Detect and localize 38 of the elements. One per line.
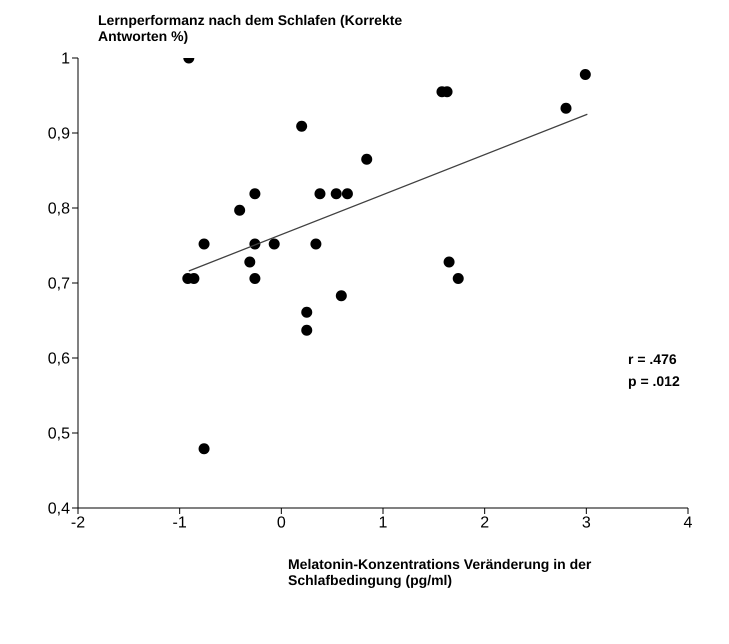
point — [244, 256, 256, 268]
y-tick-label: 0,4 — [48, 500, 70, 518]
x-tick-label: 2 — [480, 514, 490, 532]
point — [249, 273, 260, 284]
point — [330, 188, 342, 200]
x-tick-label: -1 — [172, 514, 187, 532]
y-tick-label: 0,7 — [48, 276, 70, 293]
annotation: p = .012 — [628, 372, 680, 391]
y-tick-label: 0,9 — [48, 126, 70, 143]
x-tick-label: 1 — [378, 514, 388, 532]
annotation: r = .476 — [628, 350, 678, 369]
x-tick-label: 4 — [684, 514, 693, 532]
point — [336, 290, 347, 302]
y-tick-label: 0,6 — [48, 350, 70, 368]
y-tick-label: 0,5 — [48, 426, 70, 443]
point — [198, 238, 210, 250]
point — [444, 256, 455, 268]
point — [452, 273, 464, 284]
point — [234, 204, 246, 216]
y-axis-title: Lernperformanz nach dem Schlafen (Korrekte Antworten %) — [98, 12, 404, 44]
point — [342, 188, 353, 200]
x-tick-label: -2 — [70, 514, 86, 532]
point — [314, 188, 326, 200]
point — [310, 238, 322, 250]
y-tick-label: 1 — [61, 50, 70, 68]
point — [301, 324, 312, 336]
point — [198, 443, 210, 454]
point — [296, 120, 308, 132]
point — [361, 154, 372, 165]
x-axis-title: Melatonin-Konzentrations Veränderung in der Schlafbedingung (pg/ml) — [288, 556, 592, 588]
point — [249, 188, 260, 200]
point — [560, 102, 572, 114]
y-tick-label: 0,8 — [48, 200, 70, 218]
point — [268, 238, 280, 250]
x-tick-label: 3 — [582, 514, 591, 532]
point — [301, 306, 312, 318]
x-tick-label: 0 — [276, 514, 286, 532]
point — [580, 69, 591, 80]
